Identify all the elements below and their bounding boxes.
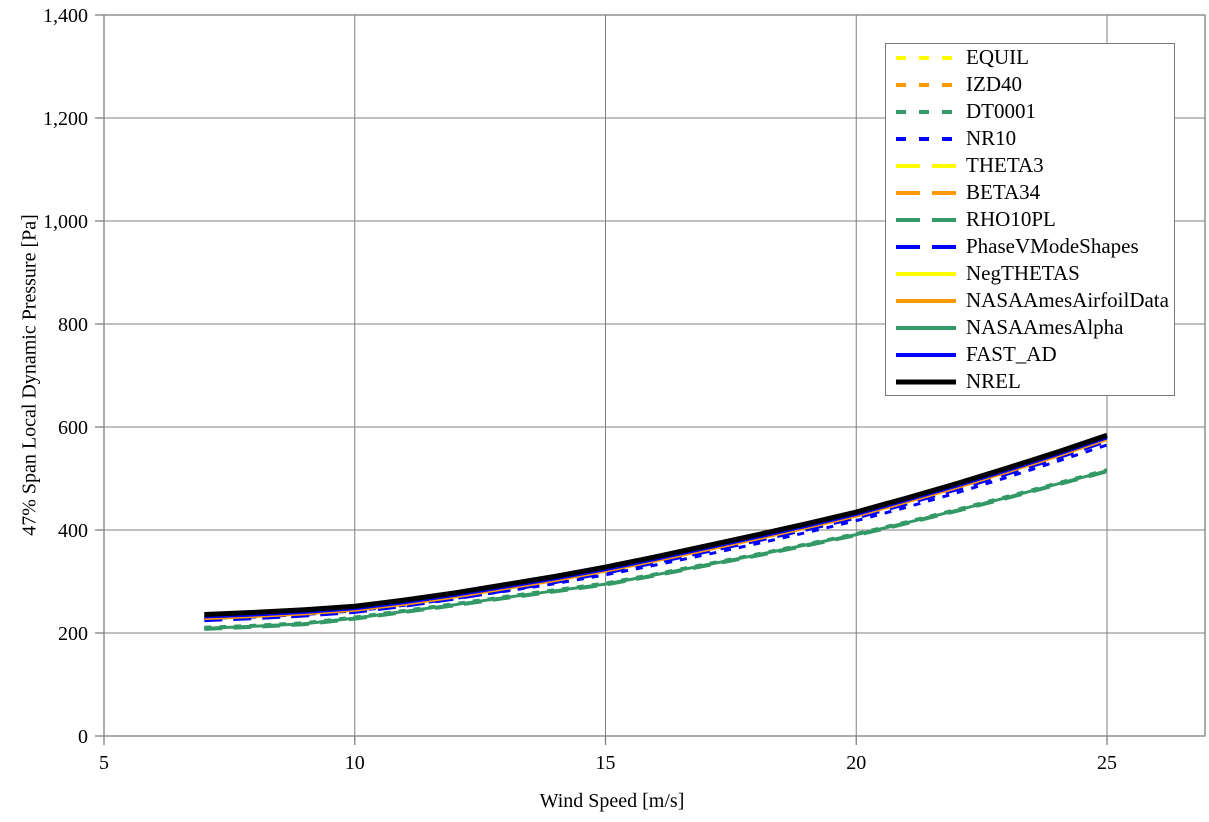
legend-line-sample [896, 55, 956, 60]
legend-line-sample [896, 379, 956, 384]
x-tick-label: 15 [596, 752, 616, 774]
legend-label: RHO10PL [966, 207, 1056, 231]
y-tick-label: 1,000 [43, 211, 88, 233]
legend-item-THETA3: THETA3 [886, 152, 1174, 179]
legend-label: NASAAmesAirfoilData [966, 288, 1169, 312]
legend-label: NR10 [966, 126, 1017, 150]
legend-line-sample [896, 352, 956, 357]
series-line-BETA34 [204, 437, 1108, 621]
legend-line-sample [896, 109, 956, 114]
series-line-THETA3 [204, 434, 1108, 618]
y-tick-label: 1,200 [43, 108, 88, 130]
legend-label: DT0001 [966, 99, 1036, 123]
series-line-DT0001 [204, 468, 1108, 629]
series-line-NR10 [204, 443, 1108, 621]
x-tick-label: 20 [846, 752, 866, 774]
legend-line-sample [896, 217, 956, 222]
legend-item-NASAAmesAlpha: NASAAmesAlpha [886, 314, 1174, 341]
legend-item-FAST_AD: FAST_AD [886, 341, 1174, 368]
legend-label: NREL [966, 369, 1021, 393]
series-line-EQUIL [204, 435, 1108, 618]
legend-label: NegTHETAS [966, 261, 1080, 285]
y-tick-label: 200 [58, 623, 88, 645]
legend-line-sample [896, 271, 956, 276]
series-line-IZD40 [204, 437, 1108, 621]
legend-item-RHO10PL: RHO10PL [886, 206, 1174, 233]
legend-item-NR10: NR10 [886, 125, 1174, 152]
legend-label: PhaseVModeShapes [966, 234, 1139, 258]
x-tick-label: 10 [345, 752, 365, 774]
legend-label: BETA34 [966, 180, 1041, 204]
x-axis-title: Wind Speed [m/s] [539, 790, 685, 812]
x-tick-label: 5 [99, 752, 109, 774]
y-tick-label: 1,400 [43, 5, 88, 27]
legend-item-NegTHETAS: NegTHETAS [886, 260, 1174, 287]
y-tick-label: 800 [58, 314, 88, 336]
legend-item-PhaseVModeShapes: PhaseVModeShapes [886, 233, 1174, 260]
legend-line-sample [896, 82, 956, 87]
plot-border [103, 14, 1206, 737]
legend: EQUIL IZD40 DT0001 NR10 THETA3 BETA34 RHO10PL P… [885, 43, 1175, 396]
x-tick-label: 25 [1097, 752, 1117, 774]
legend-label: IZD40 [966, 72, 1022, 96]
series-line-NREL [204, 432, 1108, 617]
y-tick-label: 0 [78, 726, 88, 748]
legend-label: FAST_AD [966, 342, 1057, 366]
y-tick-label: 400 [58, 520, 88, 542]
legend-line-sample [896, 163, 956, 168]
legend-item-NASAAmesAirfoilData: NASAAmesAirfoilData [886, 287, 1174, 314]
legend-line-sample [896, 298, 956, 303]
legend-line-sample [896, 244, 956, 249]
legend-label: THETA3 [966, 153, 1044, 177]
legend-label: NASAAmesAlpha [966, 315, 1124, 339]
legend-label: EQUIL [966, 45, 1029, 69]
legend-line-sample [896, 325, 956, 330]
series-line-NASAAmesAirfoilData [204, 437, 1108, 621]
y-axis-title: 47% Span Local Dynamic Pressure [Pa] [18, 214, 41, 536]
series-line-NegTHETAS [204, 434, 1108, 617]
legend-item-DT0001: DT0001 [886, 98, 1174, 125]
legend-line-sample [896, 190, 956, 195]
y-tick-label: 600 [58, 417, 88, 439]
legend-line-sample [896, 136, 956, 141]
legend-item-IZD40: IZD40 [886, 71, 1174, 98]
series-line-NASAAmesAlpha [204, 469, 1108, 630]
legend-item-EQUIL: EQUIL [886, 44, 1174, 71]
legend-item-BETA34: BETA34 [886, 179, 1174, 206]
legend-item-NREL: NREL [886, 368, 1174, 395]
series-line-FAST_AD [204, 436, 1108, 619]
